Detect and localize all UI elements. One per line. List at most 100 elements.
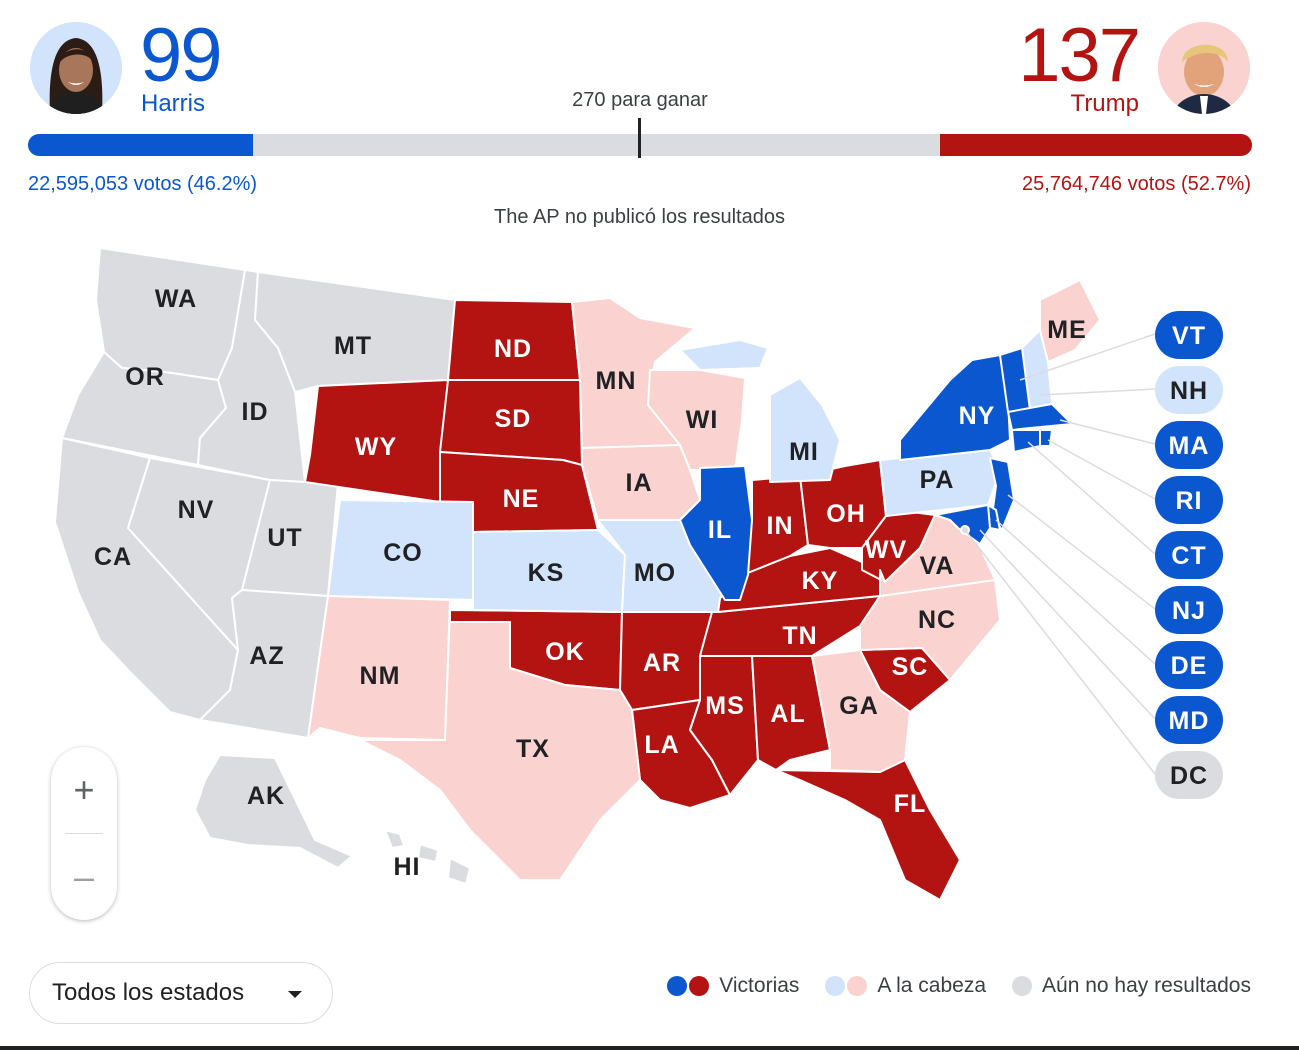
label-MO: MO [634,559,676,587]
harris-electoral-votes: 99 [140,13,223,98]
state-ME[interactable] [1039,279,1101,363]
label-OK: OK [545,638,585,666]
northeast-pills[interactable]: VT NH MA RI CT NJ DE MD DC [1155,311,1223,799]
label-MS: MS [705,692,745,720]
state-MD[interactable] [934,504,991,545]
pill-label-CT: CT [1171,542,1206,570]
label-OH: OH [826,500,866,528]
pill-label-RI: RI [1176,487,1203,515]
legend-none: Aún no hay resultados [1012,974,1251,998]
state-HI[interactable] [384,829,471,885]
zoom-in-button[interactable]: + [73,769,95,810]
state-NC[interactable] [859,579,1001,681]
label-LA: LA [644,731,679,759]
state-filter-dropdown[interactable]: Todos los estados [29,962,333,1024]
bottom-divider [0,1046,1299,1050]
us-results-map[interactable]: WA OR CA NV ID MT UT AZ AK HI WY ND SD N… [0,230,1299,920]
state-filter-value: Todos los estados [52,979,245,1006]
pill-label-MD: MD [1169,707,1210,735]
pill-MD[interactable]: MD [1155,696,1223,744]
label-OR: OR [125,363,165,391]
label-HI: HI [394,853,421,881]
state-TX[interactable] [359,609,641,881]
label-ND: ND [494,335,532,363]
zoom-control: + – [51,747,117,920]
label-NC: NC [918,606,956,634]
label-AL: AL [770,700,805,728]
trump-name: Trump [1070,90,1139,117]
harris-avatar [30,22,122,114]
trump-bar-fill [940,134,1252,156]
label-WV: WV [865,536,907,564]
label-PA: PA [920,466,955,494]
state-WY[interactable] [304,379,449,503]
dropdown-arrow-icon [288,991,302,998]
label-NM: NM [360,662,401,690]
label-NE: NE [503,485,540,513]
pill-CT[interactable]: CT [1155,531,1223,579]
label-MT: MT [334,332,372,360]
pill-VT[interactable]: VT [1155,311,1223,359]
threshold-marker [638,118,641,158]
threshold-label: 270 para ganar [572,89,708,111]
label-ID: ID [242,398,269,426]
dem-lead-swatch [825,976,846,996]
state-labels: WA OR CA NV ID MT UT AZ AK HI WY ND SD N… [94,285,1087,881]
state-RI[interactable] [1039,429,1053,447]
state-MA[interactable] [1007,403,1073,431]
label-SC: SC [892,653,929,681]
pill-MA[interactable]: MA [1155,421,1223,469]
state-AK[interactable] [194,754,353,869]
state-IL[interactable] [679,465,753,601]
state-NM[interactable] [307,595,451,741]
state-MI[interactable] [679,339,841,483]
label-AZ: AZ [249,642,284,670]
label-VA: VA [920,552,955,580]
pill-label-VT: VT [1172,322,1206,350]
label-WI: WI [686,406,719,434]
label-SD: SD [495,405,532,433]
label-CO: CO [383,539,423,567]
pill-label-DE: DE [1171,652,1208,680]
label-IA: IA [626,469,653,497]
ap-note: The AP no publicó los resultados [494,206,785,228]
zoom-divider [65,833,103,834]
pill-RI[interactable]: RI [1155,476,1223,524]
label-TX: TX [516,735,550,763]
trump-portrait-icon [1158,22,1250,114]
label-NY: NY [959,402,996,430]
label-KS: KS [528,559,565,587]
zoom-out-button[interactable]: – [73,856,95,897]
label-TN: TN [782,622,817,650]
legend-wins-label: Victorias [719,974,800,997]
label-AR: AR [643,649,681,677]
harris-popular-vote: 22,595,053 votos (46.2%) [28,173,258,195]
pill-label-DC: DC [1170,762,1208,790]
label-AK: AK [247,782,285,810]
label-KY: KY [802,567,839,595]
state-GA[interactable] [811,649,911,773]
pill-NH[interactable]: NH [1155,366,1223,414]
label-MN: MN [596,367,637,395]
trump-electoral-votes: 137 [1018,13,1141,98]
pill-DC[interactable]: DC [1155,751,1223,799]
legend-leading: A la cabeza [825,974,986,998]
state-WA[interactable] [95,247,246,381]
label-FL: FL [894,790,927,818]
pill-label-MA: MA [1169,432,1210,460]
dem-win-swatch [667,976,688,996]
legend-wins: Victorias [667,974,799,998]
harris-portrait-icon [30,22,122,114]
pill-DE[interactable]: DE [1155,641,1223,689]
map-legend: Victorias A la cabeza Aún no hay resulta… [641,974,1251,998]
pill-NJ[interactable]: NJ [1155,586,1223,634]
pill-label-NH: NH [1170,377,1208,405]
label-CA: CA [94,543,132,571]
label-ME: ME [1047,316,1087,344]
rep-win-swatch [689,976,710,996]
trump-avatar [1158,22,1250,114]
label-GA: GA [839,692,879,720]
no-results-swatch [1012,976,1033,996]
state-FL[interactable] [775,759,961,901]
harris-bar-fill [28,134,254,156]
